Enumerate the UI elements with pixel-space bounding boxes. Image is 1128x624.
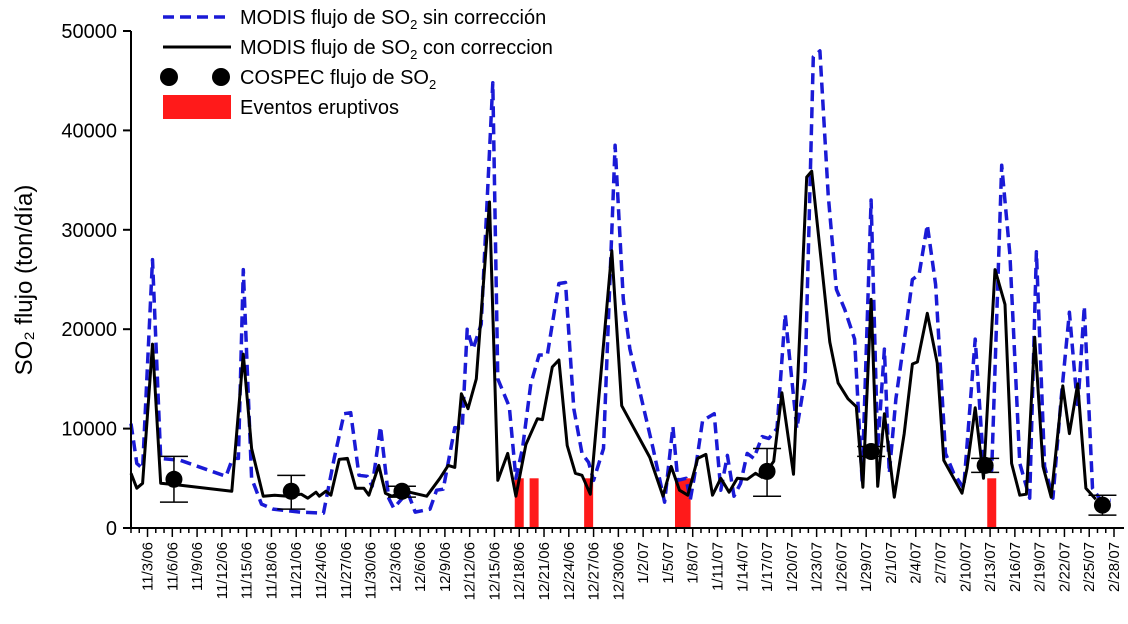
x-tick-label: 12/3/06 <box>387 542 404 592</box>
x-tick-label: 12/24/06 <box>561 542 578 600</box>
eruption-bars <box>514 478 997 528</box>
x-tick-label: 12/6/06 <box>412 542 429 592</box>
eruption-bar <box>514 478 524 528</box>
cospec-point <box>393 482 411 500</box>
y-tick-label: 40000 <box>61 120 117 142</box>
series-line-sin-correccion <box>129 49 1111 515</box>
x-tick-label: 11/15/06 <box>239 542 256 599</box>
x-tick-label: 11/12/06 <box>214 542 231 599</box>
x-tick-label: 12/27/06 <box>586 542 603 600</box>
x-tick-label: 2/28/07 <box>1106 542 1123 592</box>
x-tick-label: 2/19/07 <box>1032 542 1049 592</box>
y-ticks: 0 10000 20000 30000 40000 50000 <box>61 21 131 540</box>
x-tick-label: 12/21/06 <box>536 542 553 600</box>
legend-swatch-marker <box>160 68 178 86</box>
x-tick-label: 1/5/07 <box>660 542 677 584</box>
x-tick-label: 1/23/07 <box>809 542 826 592</box>
series-line-con-correccion <box>129 169 1097 501</box>
legend-entry: COSPEC flujo de SO2 <box>160 67 436 92</box>
legend-entry: Eventos eruptivos <box>163 95 399 119</box>
x-ticks: 11/3/06 11/6/06 11/9/06 11/12/06 11/15/06 11/… <box>130 528 1123 600</box>
x-tick-label: 1/17/07 <box>759 542 776 592</box>
cospec-point <box>1093 496 1111 514</box>
x-tick-label: 12/30/06 <box>610 542 627 600</box>
x-tick-label: 1/26/07 <box>833 542 850 592</box>
x-tick-label: 11/24/06 <box>313 542 330 599</box>
eruption-bar <box>674 478 684 528</box>
x-tick-label: 2/10/07 <box>957 542 974 592</box>
y-tick-label: 30000 <box>61 220 117 242</box>
x-tick-label: 11/9/06 <box>189 542 206 591</box>
x-tick-label: 2/4/07 <box>908 542 925 584</box>
eruption-bar <box>987 478 997 528</box>
legend-label: COSPEC flujo de SO2 <box>240 67 436 92</box>
x-tick-label: 2/16/07 <box>1007 542 1024 592</box>
eruption-bar <box>529 478 539 528</box>
legend-entry: MODIS flujo de SO2 con correccion <box>163 37 553 62</box>
legend-label: MODIS flujo de SO2 sin corrección <box>240 7 546 32</box>
cospec-group <box>159 442 1117 516</box>
legend-swatch-marker <box>212 68 230 86</box>
x-tick-label: 11/30/06 <box>363 542 380 599</box>
y-tick-label: 10000 <box>61 419 117 441</box>
x-tick-label: 11/18/06 <box>263 542 280 599</box>
cospec-point <box>165 470 183 488</box>
cospec-point <box>758 462 776 480</box>
x-tick-label: 1/20/07 <box>784 542 801 592</box>
y-tick-label: 50000 <box>61 21 117 43</box>
x-tick-label: 11/6/06 <box>164 542 181 591</box>
x-tick-label: 2/1/07 <box>883 542 900 584</box>
x-tick-label: 2/25/07 <box>1081 542 1098 592</box>
eruption-bar <box>584 478 594 528</box>
x-tick-label: 1/11/07 <box>709 542 726 591</box>
legend-label: Eventos eruptivos <box>240 97 399 119</box>
x-tick-label: 12/12/06 <box>462 542 479 600</box>
legend-entry: MODIS flujo de SO2 sin corrección <box>163 7 546 32</box>
cospec-point <box>976 456 994 474</box>
cospec-point <box>282 482 300 500</box>
x-tick-label: 12/15/06 <box>486 542 503 600</box>
x-tick-label: 2/7/07 <box>933 542 950 584</box>
x-tick-label: 1/2/07 <box>635 542 652 584</box>
y-tick-label: 20000 <box>61 319 117 341</box>
legend-label: MODIS flujo de SO2 con correccion <box>240 37 553 62</box>
x-tick-label: 11/3/06 <box>140 542 157 591</box>
x-tick-label: 2/13/07 <box>982 542 999 592</box>
x-tick-label: 1/8/07 <box>685 542 702 584</box>
y-tick-label: 0 <box>106 518 117 540</box>
legend: MODIS flujo de SO2 sin corrección MODIS f… <box>160 7 553 119</box>
cospec-point <box>862 442 880 460</box>
x-tick-label: 12/9/06 <box>437 542 454 592</box>
x-tick-label: 11/27/06 <box>338 542 355 599</box>
x-tick-label: 1/29/07 <box>858 542 875 592</box>
x-tick-label: 2/22/07 <box>1056 542 1073 592</box>
x-tick-label: 11/21/06 <box>288 542 305 599</box>
x-tick-label: 1/14/07 <box>734 542 751 592</box>
x-tick-label: 12/18/06 <box>511 542 528 600</box>
eruption-bar <box>681 478 691 528</box>
y-axis-title: SO₂ flujo (ton/día) <box>11 185 38 376</box>
legend-swatch-bar <box>163 95 231 119</box>
series-group <box>129 49 1111 515</box>
